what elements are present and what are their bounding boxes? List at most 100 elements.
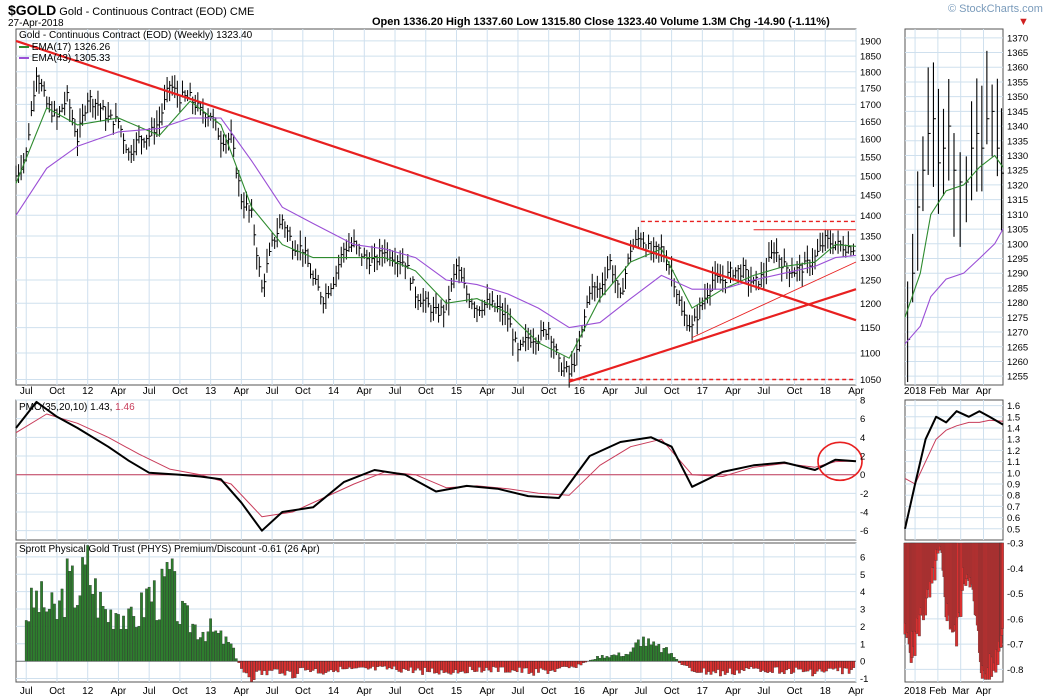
pmo-signal-value: 1.46 [115, 402, 135, 413]
pmo-highlight-circle [817, 441, 863, 482]
phys-bar [416, 661, 420, 669]
phys-bar [332, 661, 335, 673]
phys-bar [227, 642, 230, 662]
phys-bar [150, 601, 154, 662]
phys-bar [518, 661, 521, 668]
phys-bar [170, 558, 174, 662]
x-axis-label-bottom: Oct [787, 686, 803, 697]
phys-bar [527, 661, 531, 674]
phys-bar [191, 623, 195, 662]
phys-bar [688, 661, 691, 668]
phys-bar [813, 661, 817, 674]
phys-y-tick-label: 4 [860, 587, 865, 598]
phys-bar [145, 588, 148, 662]
x-axis-label-bottom: Oct [172, 686, 188, 697]
phys-bar [242, 661, 246, 673]
phys-bar [428, 661, 432, 673]
phys-bar [468, 661, 472, 667]
x-axis-label-top: Jul [20, 386, 33, 397]
phys-bar [321, 661, 325, 675]
phys-bar [499, 661, 502, 668]
side-pmo-line [904, 410, 1004, 530]
phys-bar [437, 661, 441, 675]
side-price-y-tick-label: 1325 [1007, 166, 1028, 177]
side-price-y-tick-label: 1360 [1007, 63, 1028, 74]
phys-bar [454, 661, 458, 670]
phys-bar [622, 656, 625, 662]
phys-bar [649, 644, 653, 662]
phys-bar [665, 647, 668, 662]
phys-bar [240, 661, 243, 669]
phys-bar [541, 661, 545, 670]
phys-bar [366, 661, 370, 670]
phys-bar [304, 661, 307, 671]
phys-bar [494, 661, 498, 668]
phys-bar [496, 661, 500, 672]
phys-y-tick-label: 0 [860, 657, 865, 668]
side-phys-y-tick-label: -0.3 [1007, 539, 1023, 550]
phys-bar [532, 661, 536, 676]
phys-y-tick-label: 6 [860, 552, 865, 563]
price-y-tick-label: 1350 [860, 232, 881, 243]
phys-bar [600, 655, 604, 662]
side-price-y-tick-label: 1285 [1007, 283, 1028, 294]
phys-bar [147, 586, 151, 662]
phys-bar [199, 637, 202, 662]
phys-bar [409, 661, 413, 668]
phys-bar [553, 661, 557, 672]
pmo-line [15, 400, 857, 532]
phys-bar [181, 600, 184, 662]
phys-bar [740, 661, 744, 670]
phys-bar [268, 661, 271, 671]
phys-bar [463, 661, 467, 674]
phys-bar [204, 641, 207, 662]
side-price-y-tick-label: 1270 [1007, 328, 1028, 339]
phys-bar [480, 661, 484, 673]
phys-bar [140, 592, 143, 662]
phys-bar [852, 661, 856, 668]
phys-bar [560, 661, 564, 667]
price-y-tick-label: 1200 [860, 299, 881, 310]
phys-bar [383, 661, 387, 667]
phys-bar [787, 661, 791, 669]
x-axis-label-bottom: Oct [664, 686, 680, 697]
phys-bar [122, 615, 125, 662]
phys-bar [250, 661, 253, 682]
rising-trendline-thin [691, 261, 857, 339]
phys-bar [815, 661, 819, 672]
x-axis-label-bottom: 15 [451, 686, 463, 697]
phys-bar [27, 621, 31, 662]
phys-bar [657, 643, 661, 662]
x-axis-label-top: 14 [328, 386, 340, 397]
phys-bar [680, 661, 684, 665]
side-pmo-y-tick-label: 1.4 [1007, 424, 1020, 435]
phys-bar [47, 608, 51, 662]
phys-bar [42, 607, 46, 662]
phys-bar [168, 569, 172, 662]
phys-bar [364, 661, 368, 669]
phys-bar [582, 661, 585, 664]
x-axis-label-top: 17 [697, 386, 709, 397]
phys-bar [831, 661, 835, 670]
pmo-y-tick-label: -2 [860, 489, 868, 500]
phys-bar [119, 629, 123, 662]
phys-bar [761, 661, 765, 671]
phys-bar [237, 661, 241, 663]
phys-bar [165, 562, 169, 662]
phys-bar [667, 653, 671, 662]
phys-bar [73, 607, 77, 662]
phys-bar [617, 652, 621, 662]
phys-bar [697, 661, 701, 673]
phys-bar [591, 659, 595, 662]
phys-bar [265, 661, 269, 676]
phys-bar [714, 661, 718, 674]
phys-bar [570, 661, 573, 667]
side-price-y-tick-label: 1265 [1007, 342, 1028, 353]
phys-bar [610, 655, 614, 662]
phys-bar [96, 617, 100, 662]
phys-bar [222, 643, 225, 662]
phys-bar [728, 661, 732, 669]
chart-header: $GOLD Gold - Continuous Contract (EOD) C… [8, 2, 254, 18]
side-price-y-tick-label: 1365 [1007, 48, 1028, 59]
phys-bar [806, 661, 810, 672]
